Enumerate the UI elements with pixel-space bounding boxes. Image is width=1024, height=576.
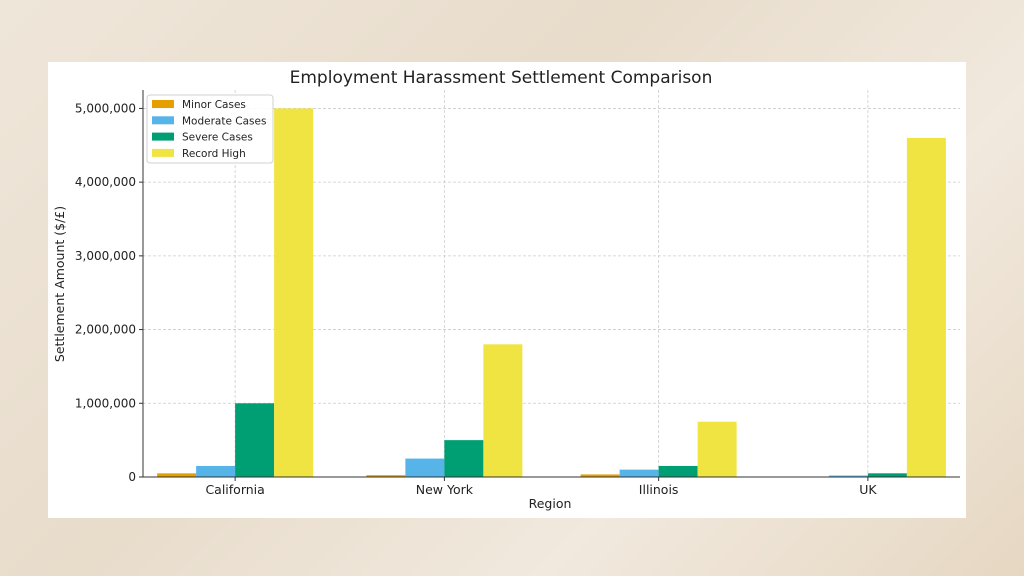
bar-record-high xyxy=(906,137,946,477)
bar-severe-cases xyxy=(235,403,275,477)
bar-moderate-cases xyxy=(405,458,445,477)
bar-moderate-cases xyxy=(828,475,868,477)
bar-moderate-cases xyxy=(196,465,236,477)
bar-record-high xyxy=(274,108,314,477)
bar-severe-cases xyxy=(658,465,698,477)
x-tick-label: New York xyxy=(416,482,474,497)
legend-label: Minor Cases xyxy=(182,99,246,111)
bar-minor-cases xyxy=(157,473,197,477)
y-axis-label: Settlement Amount ($/£) xyxy=(52,206,67,362)
bar-chart: Employment Harassment Settlement Compari… xyxy=(52,68,960,511)
legend-swatch xyxy=(152,100,174,108)
bar-severe-cases xyxy=(444,440,484,477)
x-tick-label: California xyxy=(205,482,264,497)
y-tick-label: 5,000,000 xyxy=(75,101,136,115)
y-tick-label: 0 xyxy=(128,470,136,484)
y-tick-label: 2,000,000 xyxy=(75,323,136,337)
legend-box xyxy=(146,94,274,164)
y-tick-label: 3,000,000 xyxy=(75,249,136,263)
bar-moderate-cases xyxy=(619,469,659,477)
legend-swatch xyxy=(152,116,174,125)
legend-swatch xyxy=(152,132,174,141)
y-tick-label: 1,000,000 xyxy=(75,396,136,410)
bar-record-high xyxy=(697,421,737,477)
bar-severe-cases xyxy=(867,473,907,477)
chart-title: Employment Harassment Settlement Compari… xyxy=(290,68,713,88)
x-axis-label: Region xyxy=(529,496,572,511)
legend-label: Moderate Cases xyxy=(182,115,266,127)
bar-minor-cases xyxy=(366,475,406,477)
legend-label: Record High xyxy=(182,148,246,160)
bar-minor-cases xyxy=(580,474,620,477)
y-tick-label: 4,000,000 xyxy=(75,175,136,189)
x-tick-label: Illinois xyxy=(639,482,679,497)
x-tick-label: UK xyxy=(859,482,877,497)
legend-label: Severe Cases xyxy=(182,132,253,144)
chart-card: Employment Harassment Settlement Compari… xyxy=(48,62,966,518)
legend-swatch xyxy=(152,148,174,157)
bar-record-high xyxy=(483,344,523,477)
